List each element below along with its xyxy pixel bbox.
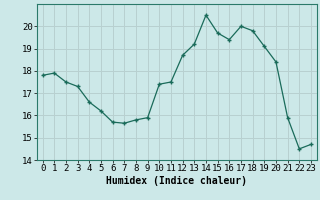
X-axis label: Humidex (Indice chaleur): Humidex (Indice chaleur) (106, 176, 247, 186)
